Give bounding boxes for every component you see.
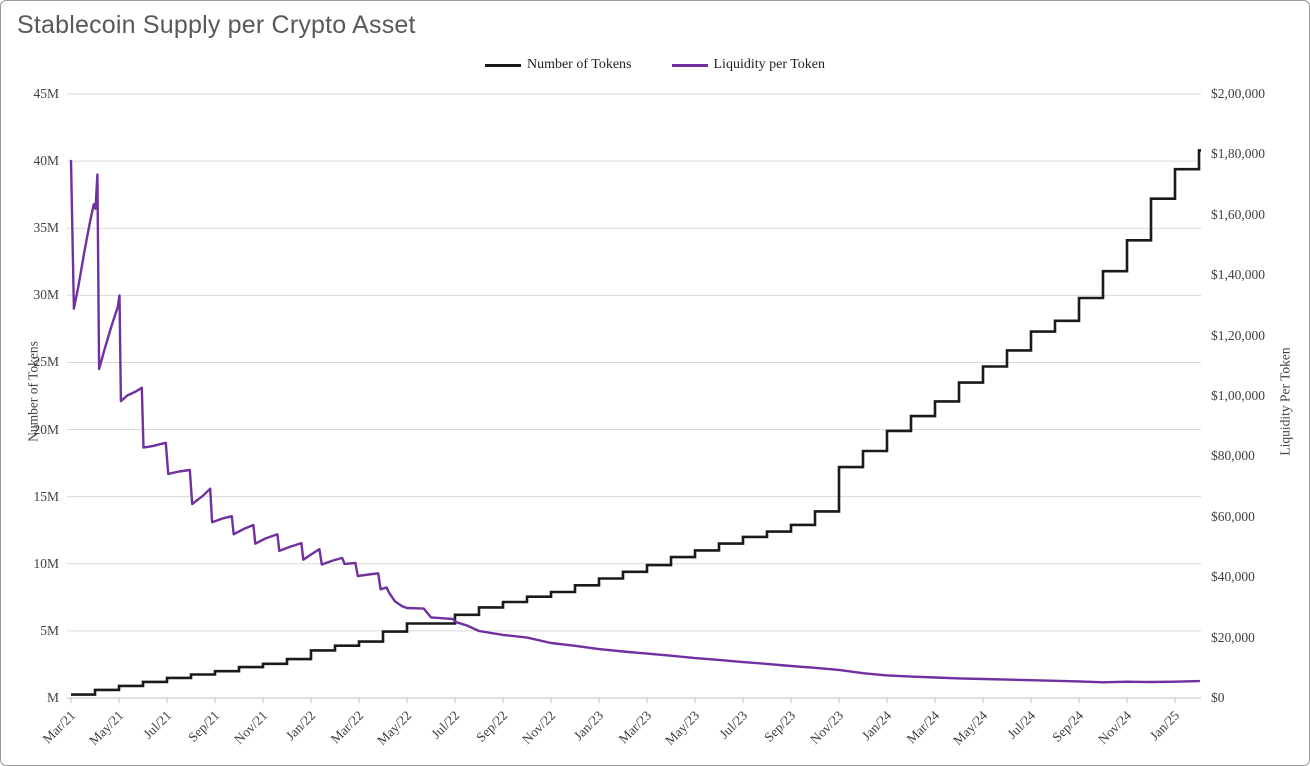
right-axis-tick-label: $0 bbox=[1211, 690, 1225, 705]
right-axis-tick-label: $1,40,000 bbox=[1211, 267, 1265, 283]
left-axis-tick-label: 45M bbox=[33, 86, 59, 101]
line-swatch-liquidity-per-token-icon bbox=[671, 63, 708, 67]
legend-label-number-of-tokens: Number of Tokens bbox=[526, 57, 632, 72]
right-axis-tick-label: $1,20,000 bbox=[1211, 327, 1265, 343]
right-axis-tick-label: $20,000 bbox=[1211, 629, 1255, 645]
legend-item-liquidity-per-token: Liquidity per Token bbox=[671, 57, 826, 73]
left-axis-tick-label: 10M bbox=[33, 555, 59, 571]
legend-item-number-of-tokens: Number of Tokens bbox=[484, 57, 632, 73]
right-axis-tick-label: $80,000 bbox=[1211, 448, 1255, 464]
chart-legend: Number of Tokens Liquidity per Token bbox=[1, 57, 1309, 73]
legend-label-liquidity-per-token: Liquidity per Token bbox=[713, 57, 826, 72]
left-axis-tick-label: 35M bbox=[33, 220, 59, 236]
left-axis-tick-label: 25M bbox=[33, 354, 59, 370]
right-axis-tick-label: $2,00,000 bbox=[1211, 86, 1265, 101]
left-axis-tick-label: M bbox=[46, 690, 59, 705]
right-axis-tick-label: $1,80,000 bbox=[1211, 146, 1265, 162]
left-axis-tick-label: 20M bbox=[33, 421, 59, 437]
left-axis-tick-label: 15M bbox=[33, 488, 59, 504]
right-axis-tick-label: $40,000 bbox=[1211, 569, 1255, 585]
right-axis-tick-label: $60,000 bbox=[1211, 508, 1255, 524]
series-liquidity-per-token-line bbox=[69, 159, 1201, 684]
left-axis-tick-label: 5M bbox=[40, 622, 59, 638]
series-number-of-tokens-line bbox=[71, 149, 1201, 696]
left-axis-tick-label: 40M bbox=[33, 153, 59, 169]
right-axis-tick-label: $1,00,000 bbox=[1211, 388, 1265, 403]
left-axis-tick-label: 30M bbox=[33, 287, 59, 303]
chart-title: Stablecoin Supply per Crypto Asset bbox=[17, 11, 416, 39]
line-swatch-number-of-tokens-icon bbox=[484, 63, 521, 67]
right-axis-tick-label: $1,60,000 bbox=[1211, 206, 1265, 222]
